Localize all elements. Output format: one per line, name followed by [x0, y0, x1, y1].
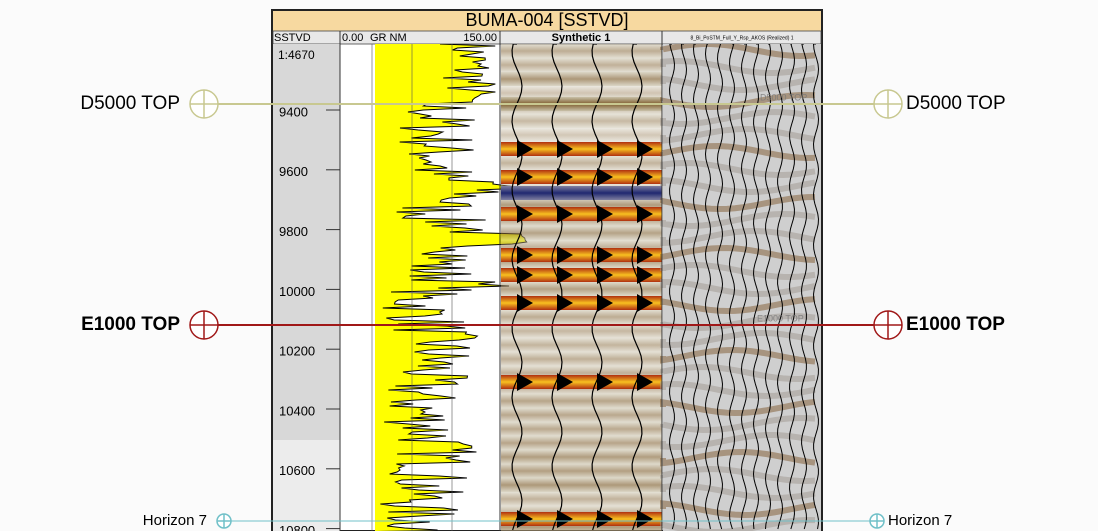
depth-tick-label: 10800 — [279, 523, 315, 531]
horizon-label-left[interactable]: E1000 TOP — [81, 314, 180, 335]
depth-tick-label: 10400 — [279, 403, 315, 418]
synthetic-band — [501, 352, 662, 366]
horizon-track-label: D5000 TOP — [760, 92, 807, 102]
well-panel: BUMA-004 [SSTVD] SSTVD 0.00 GR NM 150.00… — [272, 10, 822, 531]
gr-name: GR NM — [370, 32, 407, 44]
well-title: BUMA-004 [SSTVD] — [465, 10, 628, 30]
synthetic-stripe — [501, 186, 662, 200]
scale-label: 1:4670 — [278, 48, 315, 62]
depth-track-lower — [273, 440, 340, 531]
depth-tick-label: 9400 — [279, 104, 308, 119]
synthetic-band — [501, 324, 662, 338]
synthetic-track — [501, 44, 662, 531]
synthetic-band — [501, 114, 662, 128]
depth-tick-label: 10000 — [279, 284, 315, 299]
synthetic-band — [501, 464, 662, 478]
synthetic-band — [501, 492, 662, 506]
synthetic-band — [501, 226, 662, 240]
horizon-label-right[interactable]: D5000 TOP — [906, 93, 1006, 114]
horizon-label-right[interactable]: Horizon 7 — [888, 512, 952, 529]
depth-tick-label: 9600 — [279, 164, 308, 179]
synthetic-band — [501, 310, 662, 324]
synthetic-band — [501, 422, 662, 436]
depth-tick-label: 10200 — [279, 344, 315, 359]
seismic-track — [663, 44, 821, 531]
horizon-track-label: E1000 TOP — [757, 313, 804, 323]
gr-max: 150.00 — [463, 32, 497, 44]
synthetic-band — [501, 156, 662, 170]
horizon-label-right[interactable]: E1000 TOP — [906, 314, 1005, 335]
synthetic-header: Synthetic 1 — [552, 32, 611, 44]
depth-tick-label: 10600 — [279, 463, 315, 478]
synthetic-band — [501, 394, 662, 408]
horizon-label-left[interactable]: Horizon 7 — [143, 512, 207, 529]
gr-min: 0.00 — [342, 32, 363, 44]
synthetic-band — [501, 338, 662, 352]
synthetic-band — [501, 282, 662, 296]
synthetic-band — [501, 44, 662, 58]
well-section-view: BUMA-004 [SSTVD] SSTVD 0.00 GR NM 150.00… — [0, 0, 1098, 531]
synthetic-band — [501, 450, 662, 464]
seismic-header: 8_Bi_PoSTM_Full_Y_Rsp_AKOS (Realized) 1 — [690, 35, 793, 41]
depth-header: SSTVD — [274, 32, 311, 44]
horizon-label-left[interactable]: D5000 TOP — [80, 93, 180, 114]
synthetic-band — [501, 408, 662, 422]
synthetic-band — [501, 72, 662, 86]
depth-tick-label: 9800 — [279, 224, 308, 239]
